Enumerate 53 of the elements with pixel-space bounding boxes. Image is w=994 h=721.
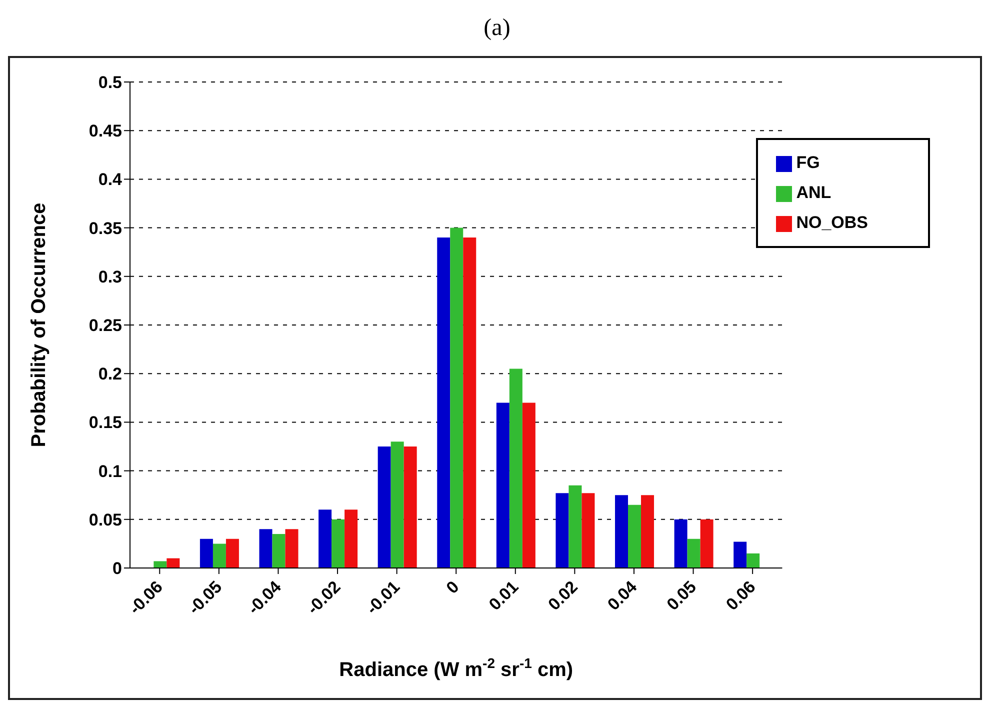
bar: [259, 529, 272, 568]
bar: [404, 446, 417, 568]
bar: [700, 519, 714, 568]
x-tick-label: 0.06: [722, 577, 760, 614]
bar: [568, 485, 582, 568]
y-tick-label: 0.5: [98, 73, 122, 92]
x-axis-title: Radiance (W m$^{-2}$ sr$^{-1}$ cm): [339, 655, 574, 681]
x-tick-label: 0.01: [485, 577, 522, 614]
bar: [556, 493, 569, 568]
y-tick-label: 0.1: [98, 462, 122, 481]
bar: [509, 368, 522, 568]
legend-label: ANL: [796, 183, 832, 202]
bar: [318, 510, 332, 568]
y-tick-label: 0.25: [88, 316, 122, 336]
bar: [674, 519, 688, 568]
bar: [582, 493, 595, 568]
x-tick-label: 0: [442, 577, 463, 598]
bar: [332, 519, 345, 568]
bar: [154, 561, 167, 568]
bar: [522, 402, 536, 568]
x-tick-label: 0.04: [604, 576, 642, 614]
y-tick-label: 0.35: [88, 218, 122, 238]
bar: [746, 553, 760, 568]
bar: [437, 238, 450, 568]
bar: [463, 238, 476, 568]
y-tick-label: 0.45: [88, 122, 122, 141]
bar: [212, 544, 226, 568]
y-tick-label: 0: [112, 559, 122, 578]
y-tick-label: 0.15: [88, 413, 122, 432]
legend-label: FG: [796, 153, 820, 172]
bar: [687, 538, 700, 568]
bar: [226, 538, 239, 568]
y-tick-label: 0.4: [98, 170, 123, 190]
bar: [200, 538, 213, 568]
bar: [450, 228, 464, 568]
y-tick-label: 0.3: [98, 267, 122, 286]
bar: [390, 442, 404, 568]
bar: [166, 558, 180, 568]
y-axis-title: Probability of Occurrence: [28, 202, 50, 448]
chart-title: (a): [482, 14, 512, 43]
bar: [641, 495, 654, 568]
y-tick-label: 0.2: [98, 364, 122, 384]
y-tick-label: 0.05: [88, 510, 122, 530]
x-tick-label: 0.02: [544, 577, 582, 614]
bar: [628, 504, 641, 568]
legend-label: NO_OBS: [796, 213, 868, 232]
bar: [272, 534, 286, 568]
bar: [378, 446, 391, 568]
bar: [344, 510, 358, 568]
bar: [734, 542, 747, 568]
bar: [496, 402, 510, 568]
bar: [285, 529, 298, 568]
bar: [615, 495, 628, 568]
